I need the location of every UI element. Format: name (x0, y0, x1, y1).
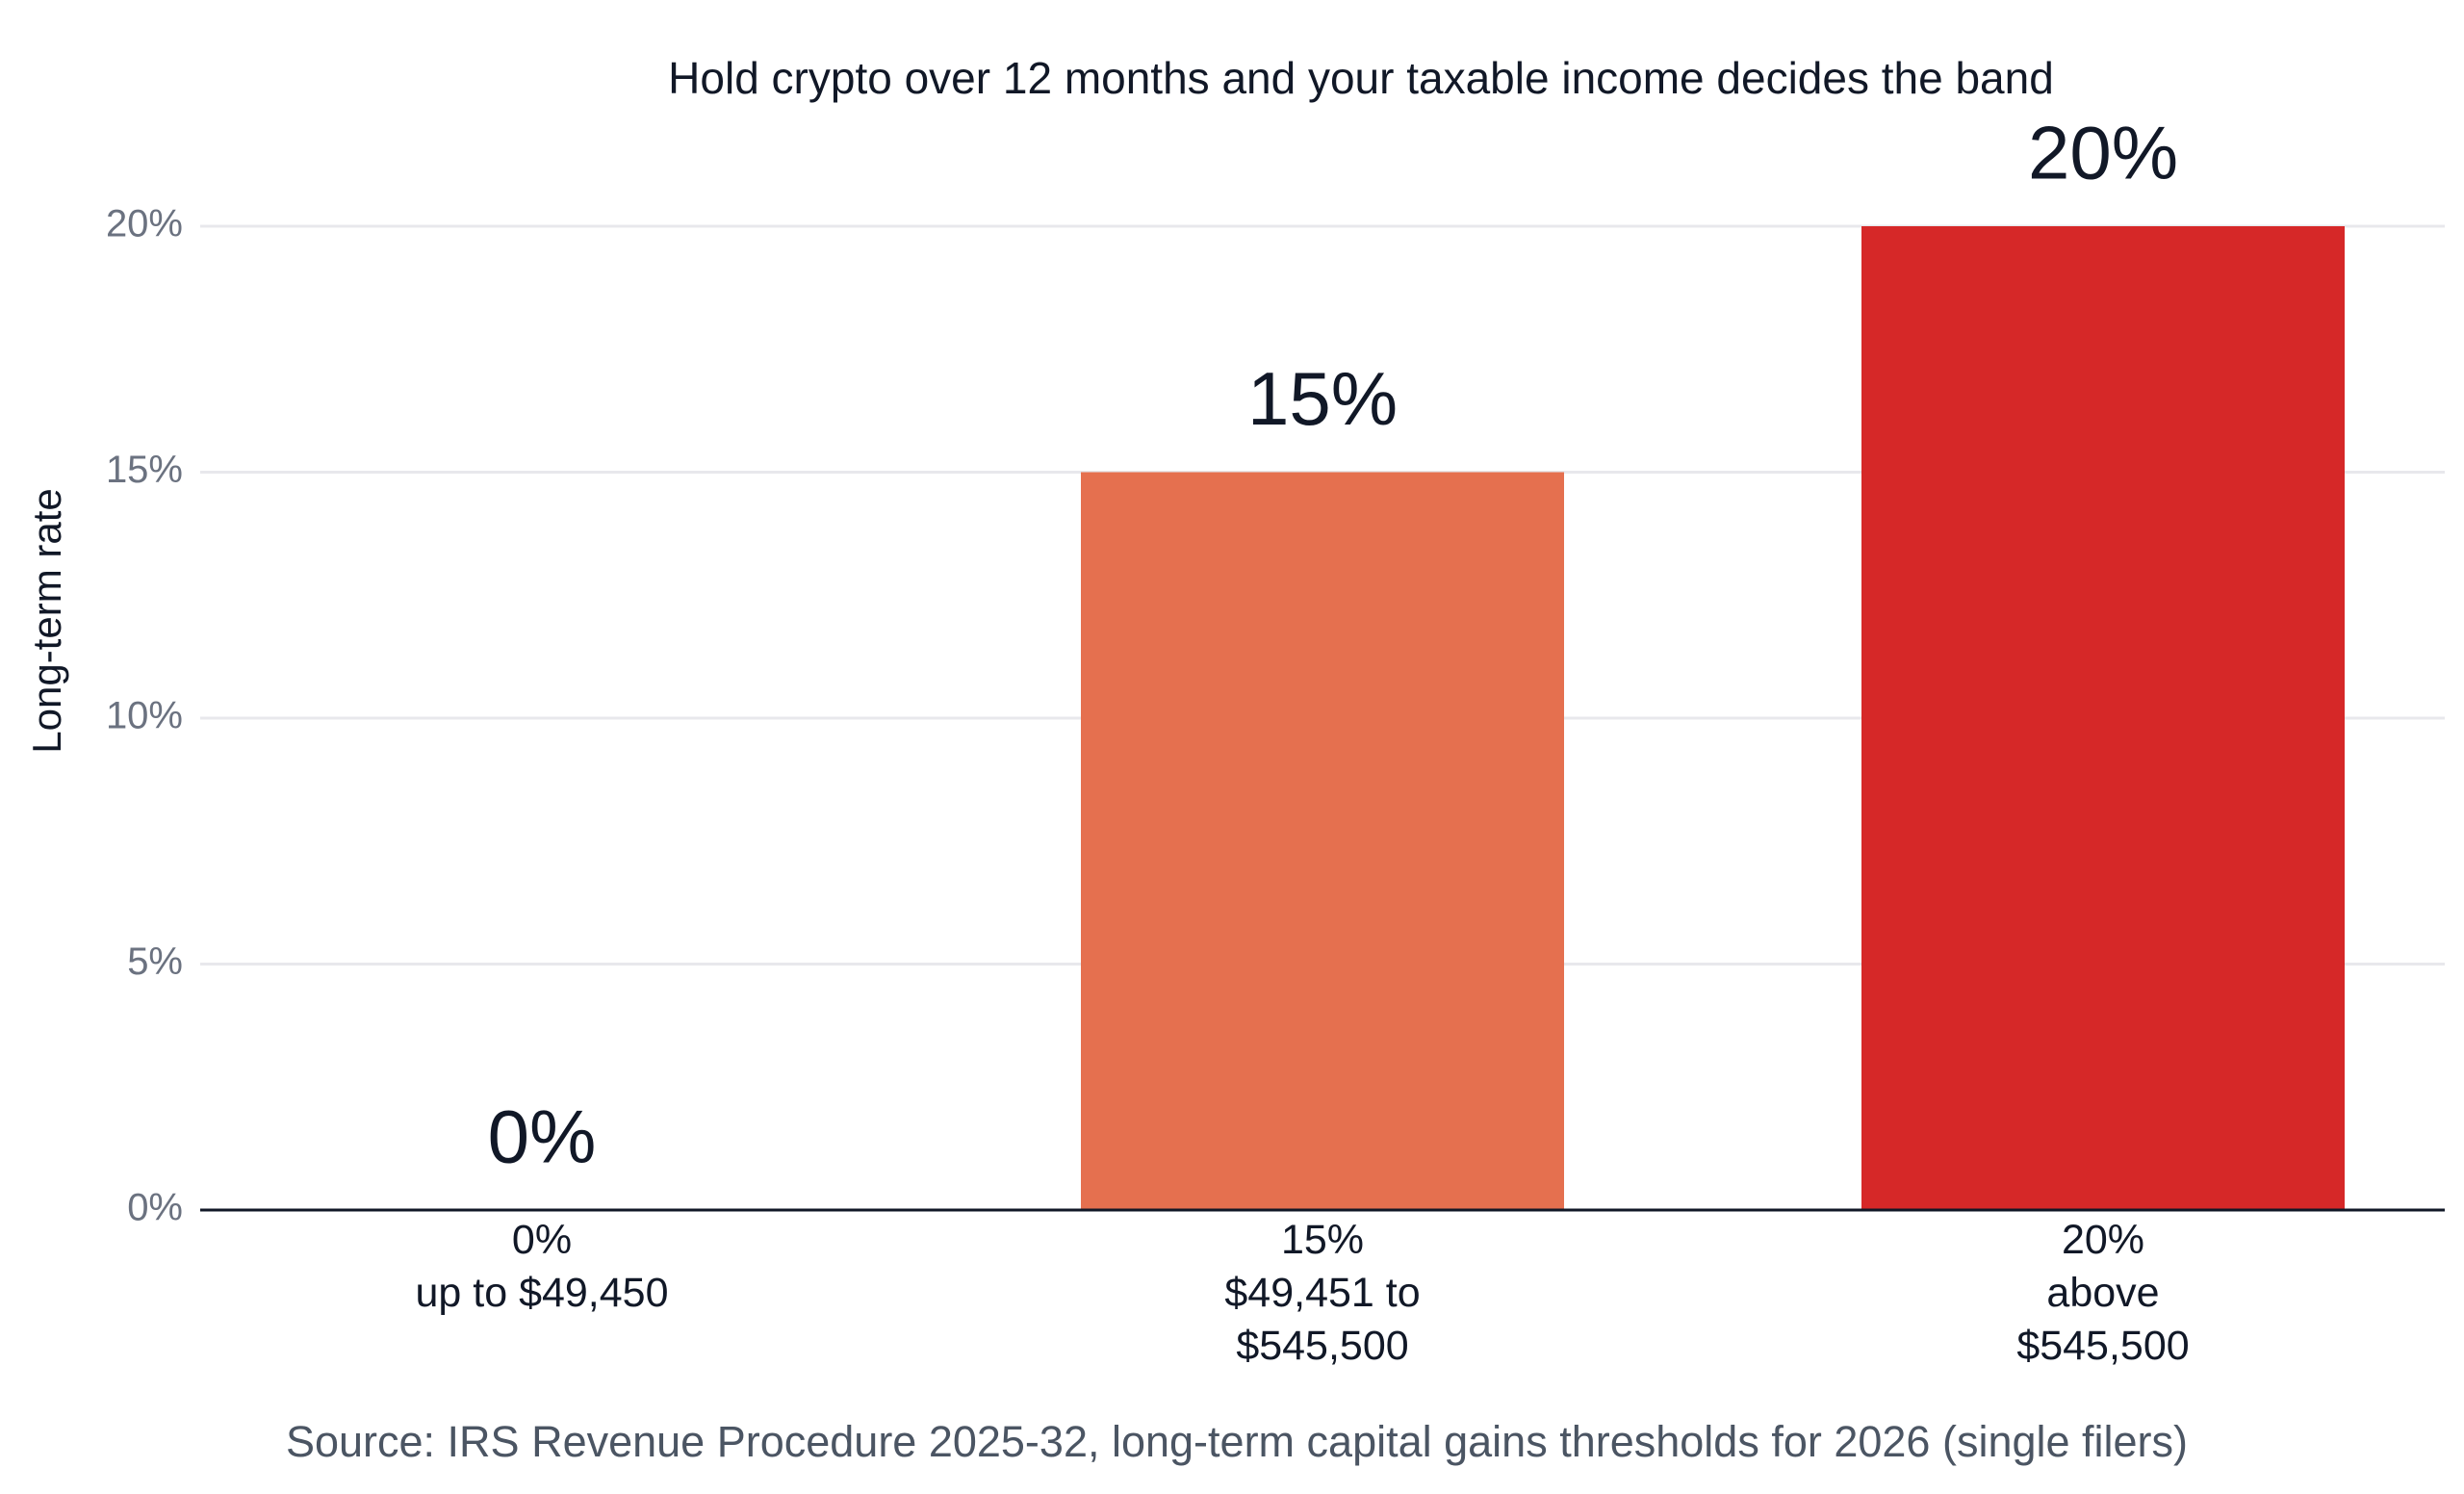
y-tick-label: 0% (127, 1187, 183, 1229)
value-label: 15% (1247, 356, 1398, 441)
y-tick-label: 15% (106, 449, 183, 491)
x-tick-label-line: 15% (1281, 1217, 1364, 1263)
chart-title: Hold crypto over 12 months and your taxa… (668, 53, 2054, 103)
x-tick-label: 20% above $545,500 (2016, 1217, 2189, 1369)
value-label: 0% (488, 1095, 597, 1179)
value-label: 20% (2028, 111, 2178, 195)
x-tick-label-line: 20% (2062, 1217, 2144, 1263)
y-tick-label: 5% (127, 940, 183, 983)
x-tick-label-line: $49,451 to (1224, 1270, 1420, 1316)
y-tick-label: 20% (106, 203, 183, 245)
bar (1081, 472, 1564, 1210)
y-axis-title: Long-term rate (24, 488, 69, 753)
x-tick-label-line: above (2046, 1270, 2159, 1316)
y-tick-label: 10% (106, 695, 183, 737)
x-tick-label-line: $545,500 (2016, 1323, 2189, 1369)
source-note: Source: IRS Revenue Procedure 2025-32, l… (286, 1417, 2188, 1466)
x-tick-label-line: up to $49,450 (415, 1270, 668, 1316)
bar (1861, 226, 2345, 1210)
x-tick-label-line: 0% (512, 1217, 572, 1263)
x-tick-label: 15% $49,451 to $545,500 (1224, 1217, 1420, 1369)
x-tick-label-line: $545,500 (1236, 1323, 1408, 1369)
x-tick-label: 0% up to $49,450 (415, 1217, 668, 1316)
